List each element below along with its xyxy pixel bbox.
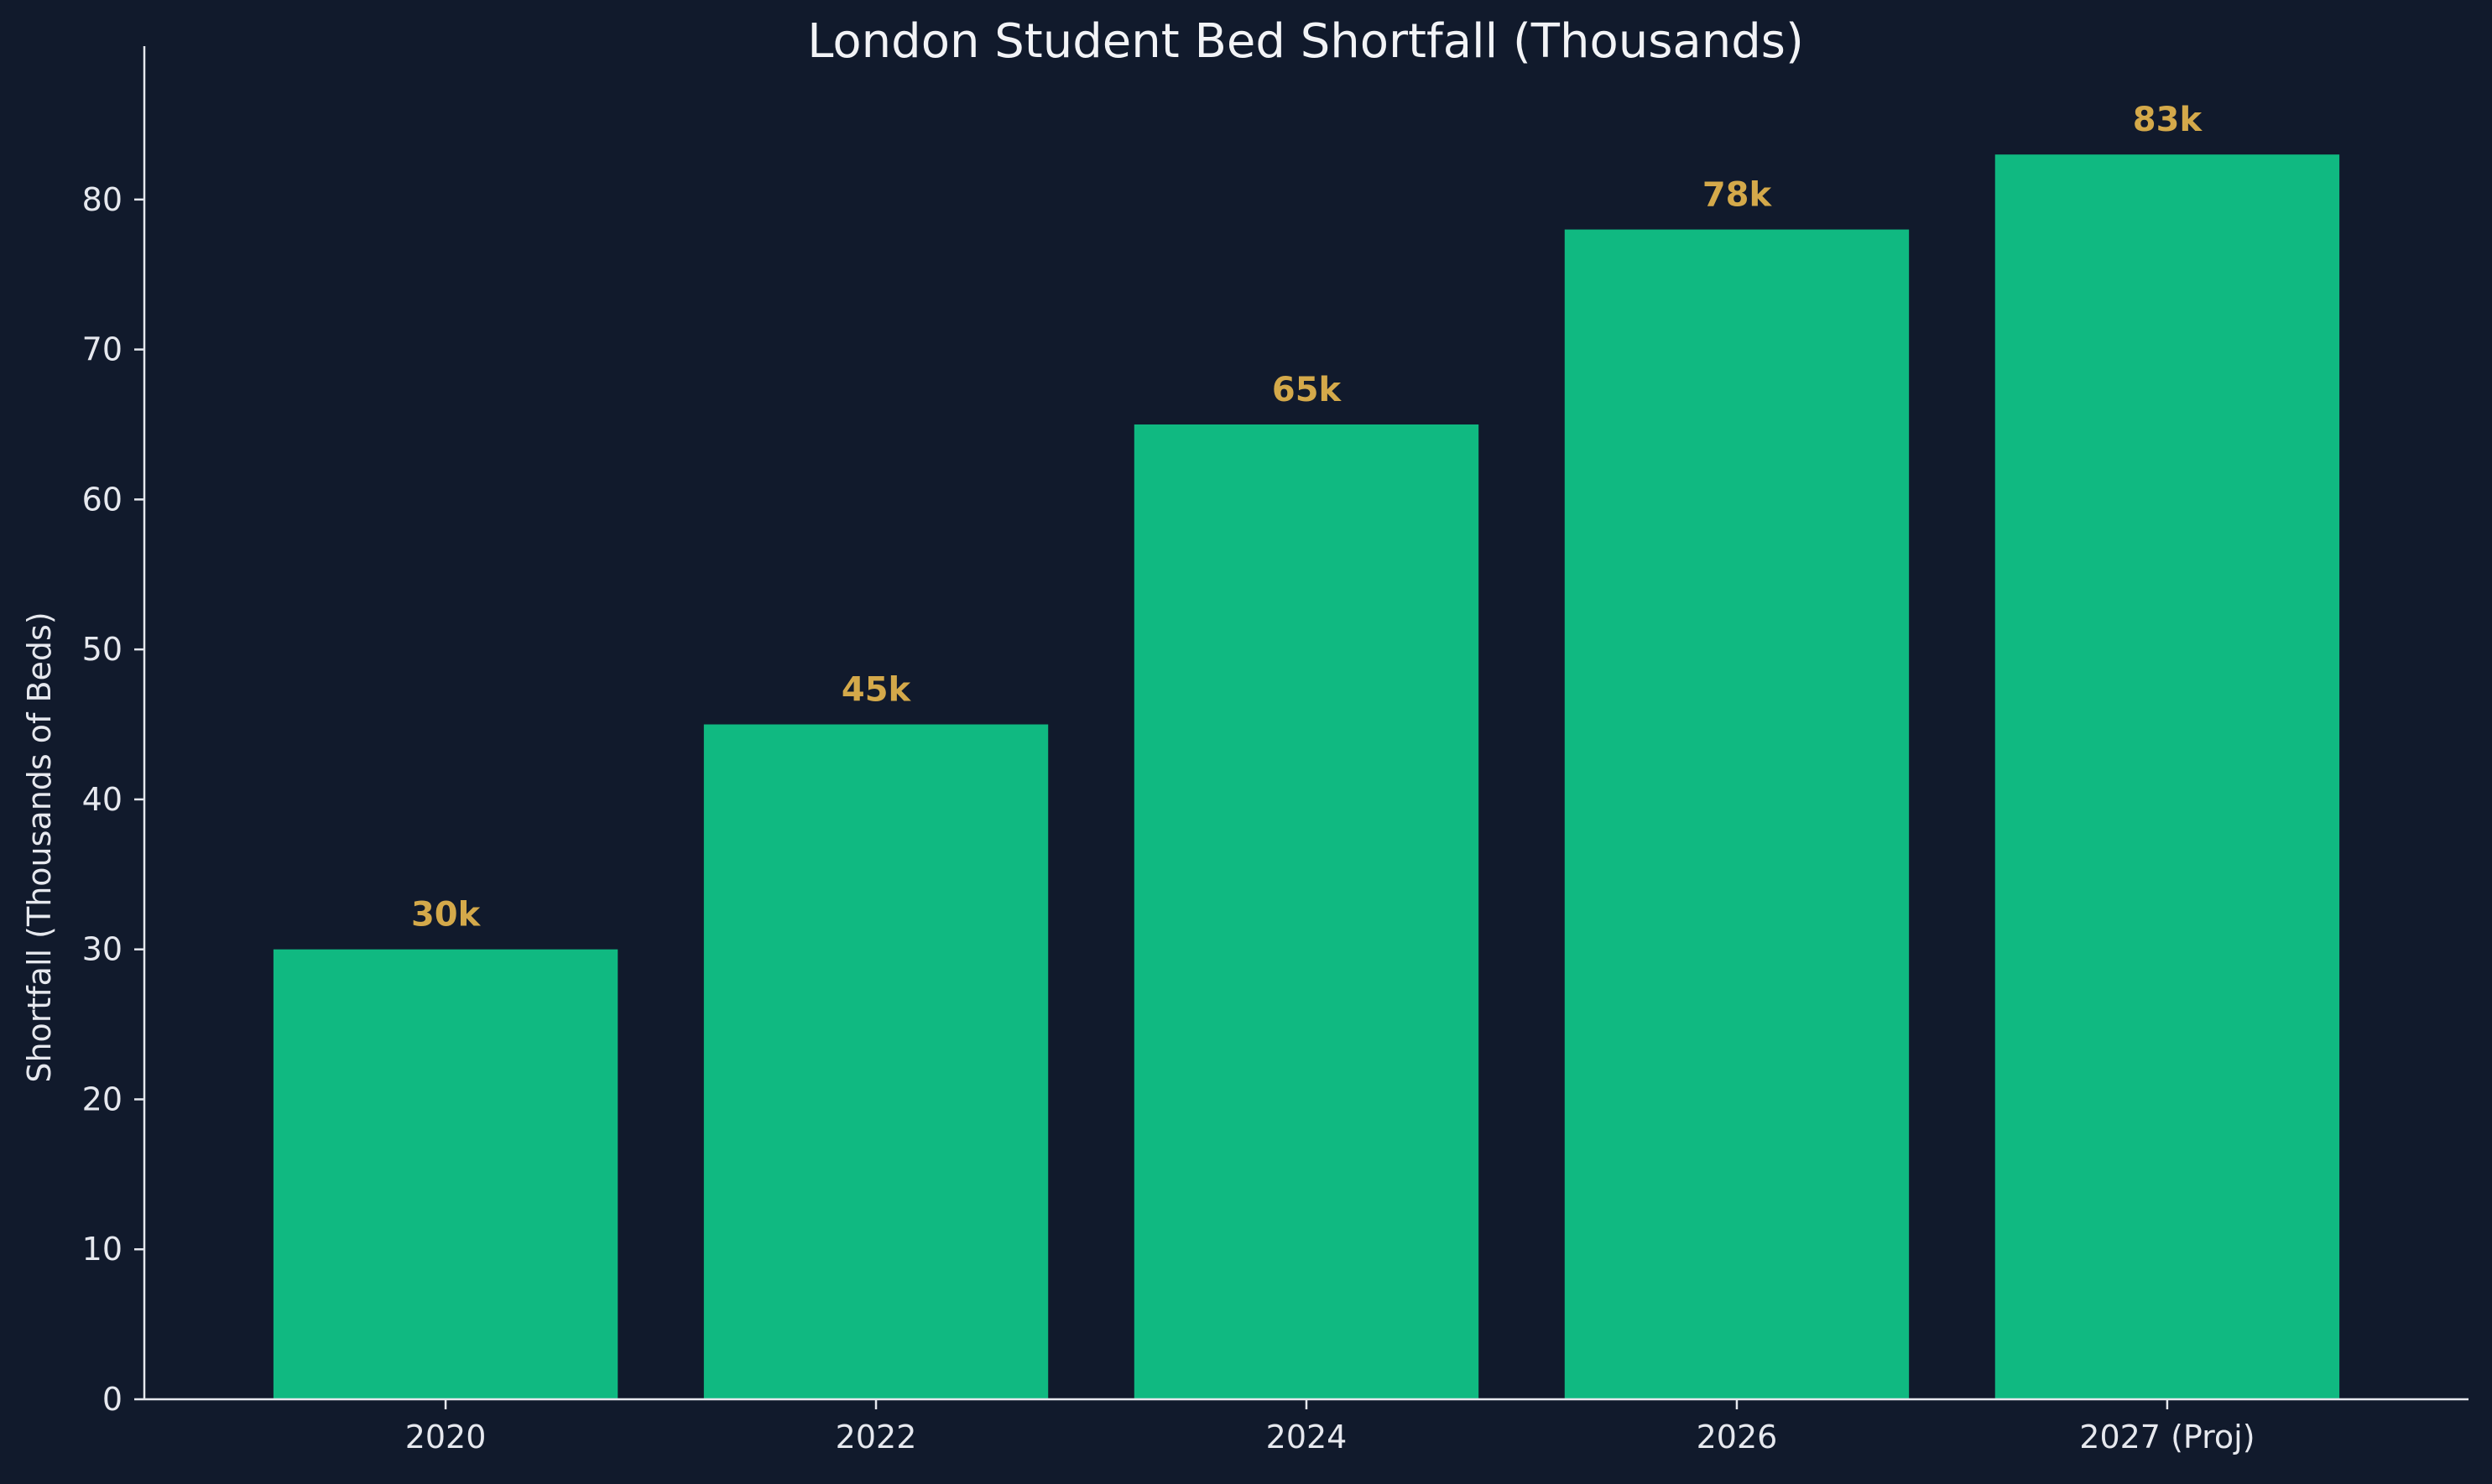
bars-group	[273, 154, 2340, 1400]
bar-2027-proj	[1994, 154, 2340, 1400]
y-tick-label: 60	[82, 481, 123, 518]
x-axis: 2020 2022 2024 2026 2027 (Proj)	[144, 1398, 2469, 1455]
x-tick-label: 2020	[405, 1419, 487, 1455]
bar-2024	[1134, 424, 1479, 1400]
y-tick-label: 0	[102, 1381, 123, 1418]
y-tick-label: 10	[82, 1231, 123, 1268]
y-tick-label: 50	[82, 631, 123, 668]
bar-2022	[703, 724, 1049, 1399]
y-tick-label: 30	[82, 931, 123, 968]
x-tick-label: 2027 (Proj)	[2079, 1419, 2255, 1455]
x-tick-label: 2024	[1266, 1419, 1348, 1455]
y-tick-label: 40	[82, 781, 123, 818]
value-label: 30k	[411, 896, 482, 935]
value-label: 45k	[842, 671, 912, 710]
bar-2020	[273, 949, 618, 1399]
value-label: 78k	[1702, 176, 1773, 215]
value-label: 65k	[1272, 371, 1342, 409]
bar-2026	[1564, 229, 1910, 1399]
y-axis-label: Shortfall (Thousands of Beds)	[21, 612, 58, 1082]
value-label: 83k	[2133, 101, 2203, 139]
y-axis: 0 10 20 30 40 50 60 70 80	[82, 46, 146, 1418]
x-tick-label: 2022	[836, 1419, 917, 1455]
y-tick-label: 80	[82, 181, 123, 218]
y-tick-label: 70	[82, 331, 123, 368]
chart-title: London Student Bed Shortfall (Thousands)	[807, 14, 1804, 69]
x-tick-label: 2026	[1697, 1419, 1778, 1455]
value-labels-group: 30k 45k 65k 78k 83k	[411, 101, 2203, 934]
y-tick-label: 20	[82, 1080, 123, 1117]
